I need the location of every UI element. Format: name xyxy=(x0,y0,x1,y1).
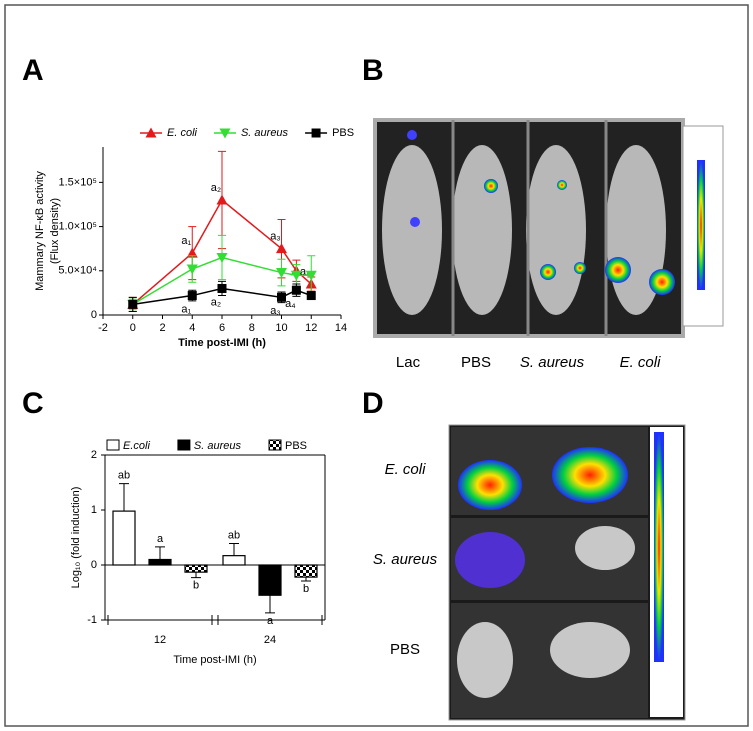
point-annotation: a₄ xyxy=(285,298,296,310)
group-bracket xyxy=(217,615,323,625)
legend-label: PBS xyxy=(332,127,354,139)
figure-border xyxy=(4,4,749,727)
x-tick-label: 6 xyxy=(219,322,225,334)
marker xyxy=(145,127,157,138)
marker xyxy=(305,270,317,281)
marker xyxy=(186,247,198,258)
group-bracket xyxy=(107,615,213,625)
bar xyxy=(222,555,246,566)
panel-letter: D xyxy=(362,387,384,420)
legend-label: E.coli xyxy=(123,440,150,452)
bar xyxy=(112,510,136,566)
marker xyxy=(277,292,286,302)
legend-label: PBS xyxy=(285,440,307,452)
marker xyxy=(311,128,321,138)
legend-swatch xyxy=(268,439,282,451)
image-label: S. aureus xyxy=(520,354,585,371)
bar xyxy=(294,564,318,578)
point-annotation: a₁ xyxy=(181,235,191,247)
row-label: E. coli xyxy=(385,461,427,478)
marker xyxy=(290,270,302,281)
x-axis-label: Time post-IMI (h) xyxy=(178,337,266,349)
x-tick-label: 12 xyxy=(305,322,317,334)
point-annotation: a₃ xyxy=(270,305,281,317)
x-tick-label: 10 xyxy=(275,322,287,334)
point-annotation: a₄ xyxy=(300,266,311,278)
image-label: E. coli xyxy=(620,354,662,371)
error-bar xyxy=(265,595,275,614)
point-annotation: a₃ xyxy=(270,231,281,243)
image-label: Lac xyxy=(396,354,421,371)
point-annotation: b xyxy=(303,583,309,595)
y-tick-label: 5.0×10⁴ xyxy=(58,265,97,277)
x-tick-label: 0 xyxy=(130,322,136,334)
y-tick-label: 1.0×10⁵ xyxy=(58,220,97,232)
point-annotation: a₂ xyxy=(211,182,221,194)
error-bar xyxy=(301,577,311,582)
y-tick-label: 0 xyxy=(91,559,97,571)
point-annotation: a xyxy=(157,533,164,545)
legend-label: E. coli xyxy=(167,127,198,139)
x-tick-label: 4 xyxy=(189,322,195,334)
point-annotation: a₁ xyxy=(181,303,191,315)
panel-letter: C xyxy=(22,387,44,420)
point-annotation: a₂ xyxy=(211,296,221,308)
y-tick-label: 1.5×10⁵ xyxy=(58,176,97,188)
panel-letter: A xyxy=(22,54,44,87)
image-label: PBS xyxy=(461,354,491,371)
bar xyxy=(184,564,208,573)
x-tick-label: 14 xyxy=(335,322,347,334)
x-tick-label: 2 xyxy=(159,322,165,334)
marker xyxy=(216,253,228,264)
x-tick-label: 24 xyxy=(264,634,276,646)
point-annotation: a xyxy=(267,615,274,627)
bar xyxy=(148,558,172,566)
y-tick-label: -1 xyxy=(87,614,97,626)
point-annotation: b xyxy=(193,580,199,592)
marker xyxy=(306,291,316,301)
y-tick-label: 0 xyxy=(91,309,97,321)
marker xyxy=(276,268,287,279)
y-axis-label: (Flux density) xyxy=(49,198,61,264)
marker xyxy=(217,283,227,293)
y-axis-label: Mammary NF-κB activity xyxy=(34,171,46,291)
legend-label: S. aureus xyxy=(194,440,242,452)
y-tick-label: 1 xyxy=(91,504,97,516)
x-tick-label: -2 xyxy=(98,322,108,334)
legend-label: S. aureus xyxy=(241,127,289,139)
row-label: S. aureus xyxy=(373,551,438,568)
point-annotation: ab xyxy=(118,470,130,482)
marker xyxy=(291,285,301,295)
bar xyxy=(258,564,282,596)
imaging-panel-d xyxy=(448,424,686,721)
marker xyxy=(216,194,228,205)
marker xyxy=(128,299,138,309)
marker xyxy=(187,291,197,301)
error-bar xyxy=(155,546,165,560)
error-bar xyxy=(191,572,201,579)
x-axis-label: Time post-IMI (h) xyxy=(173,654,256,666)
error-bar xyxy=(119,483,129,512)
error-bar xyxy=(229,543,239,556)
panel-letter: B xyxy=(362,54,384,87)
marker xyxy=(276,243,287,254)
x-tick-label: 8 xyxy=(249,322,255,334)
row-label: PBS xyxy=(390,641,420,658)
marker xyxy=(219,128,231,139)
y-axis-label: Log₁₀ (fold induction) xyxy=(70,487,82,589)
legend-swatch xyxy=(177,439,191,451)
imaging-panel-b xyxy=(373,118,724,338)
point-annotation: ab xyxy=(228,529,240,541)
y-tick-label: 2 xyxy=(91,449,97,461)
x-tick-label: 12 xyxy=(154,634,166,646)
marker xyxy=(186,264,198,275)
legend-swatch xyxy=(106,439,120,451)
